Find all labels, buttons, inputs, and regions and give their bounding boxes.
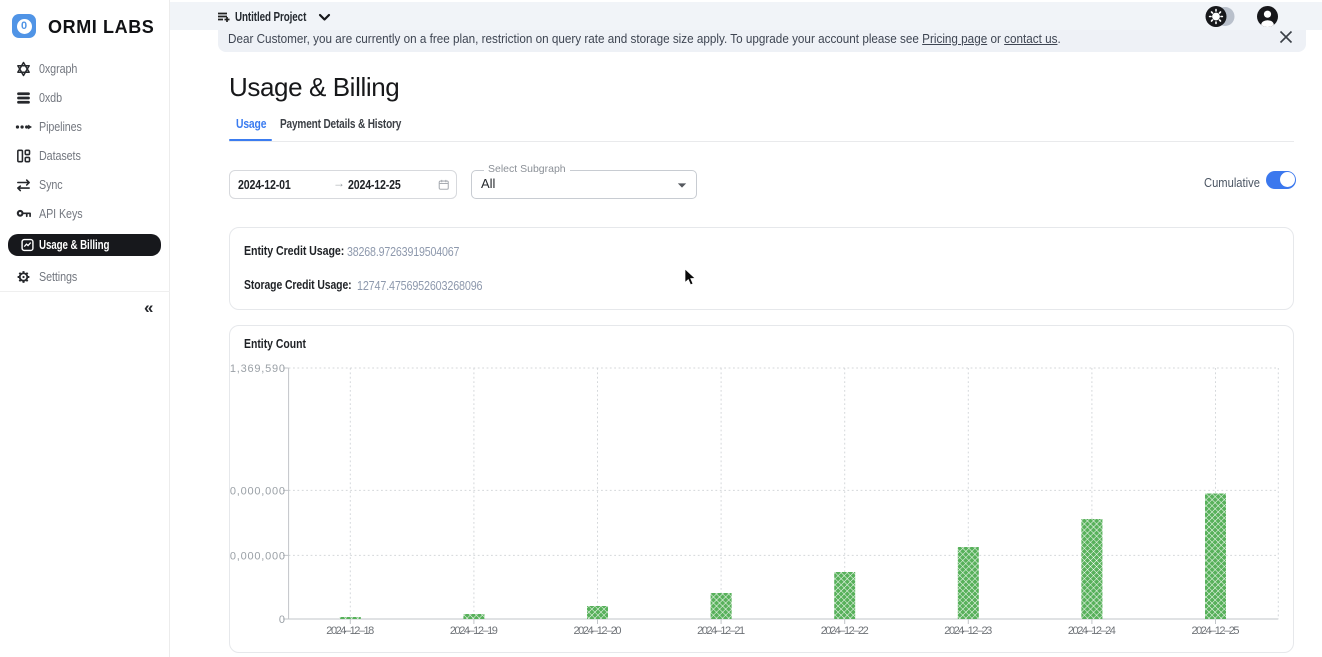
svg-text:2024–12–20: 2024–12–20: [574, 625, 622, 637]
svg-text:2024–12–18: 2024–12–18: [326, 625, 374, 637]
svg-text:2024–12–19: 2024–12–19: [450, 625, 498, 637]
svg-text:0: 0: [279, 614, 285, 626]
svg-text:2024–12–22: 2024–12–22: [821, 625, 869, 637]
svg-text:2024–12–25: 2024–12–25: [1192, 625, 1240, 637]
svg-text:10,000,000: 10,000,000: [230, 550, 285, 562]
svg-text:20,000,000: 20,000,000: [230, 485, 285, 497]
svg-text:41,369,590: 41,369,590: [230, 363, 285, 375]
svg-text:Entity Count: Entity Count: [244, 336, 307, 351]
svg-text:2024–12–21: 2024–12–21: [697, 625, 745, 637]
svg-text:2024–12–23: 2024–12–23: [944, 625, 992, 637]
svg-text:2024–12–24: 2024–12–24: [1068, 625, 1116, 637]
